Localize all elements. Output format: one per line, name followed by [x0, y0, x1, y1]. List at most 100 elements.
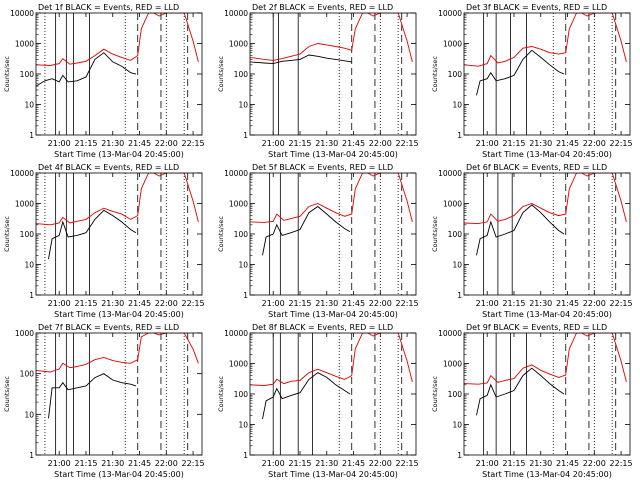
- y-axis-label: Counts/sec: [431, 376, 439, 412]
- series-events-line: [250, 54, 352, 65]
- plot-frame: [249, 12, 417, 136]
- y-tick-label: 10000: [10, 169, 34, 178]
- x-axis-label: Start Time (13-Mar-04 20:45:00): [54, 470, 184, 479]
- y-tick-label: 1: [457, 451, 462, 460]
- x-axis-label: Start Time (13-Mar-04 20:45:00): [268, 470, 398, 479]
- y-tick-label: 100: [20, 230, 35, 239]
- x-tick-label: 21:45: [128, 139, 151, 148]
- y-tick-label: 10000: [10, 9, 34, 18]
- y-tick-label: 1: [29, 131, 34, 140]
- x-tick-label: 21:45: [556, 459, 579, 468]
- plot-frame: [35, 12, 203, 136]
- plot-frame: [249, 172, 417, 296]
- y-tick-label: 1000: [15, 40, 34, 49]
- x-tick-label: 21:15: [74, 139, 97, 148]
- series-events-line: [476, 367, 565, 416]
- panel-title: Det 7f BLACK = Events, RED = LLD: [38, 323, 179, 332]
- x-axis-label: Start Time (13-Mar-04 20:45:00): [54, 310, 184, 319]
- x-tick-label: 22:00: [369, 459, 392, 468]
- series-events-line: [48, 209, 137, 260]
- panel-title: Det 5f BLACK = Events, RED = LLD: [252, 163, 393, 172]
- x-tick-label: 21:45: [342, 299, 365, 308]
- y-tick-label: 1000: [443, 200, 462, 209]
- y-tick-label: 10: [24, 101, 34, 110]
- y-tick-label: 1000: [229, 360, 248, 369]
- series-events-line: [48, 373, 137, 419]
- x-tick-label: 22:00: [155, 299, 178, 308]
- x-tick-label: 21:15: [502, 459, 525, 468]
- series-lld-line: [250, 173, 413, 223]
- x-tick-label: 22:00: [583, 299, 606, 308]
- y-axis-label: Counts/sec: [3, 376, 11, 412]
- y-tick-label: 10: [238, 101, 248, 110]
- plot-frame: [463, 332, 631, 456]
- x-axis-label: Start Time (13-Mar-04 20:45:00): [54, 150, 184, 159]
- panel-8: 21:00 21:15 21:30 21:45 22:00 22:15 1 10 100 1000…: [217, 323, 419, 479]
- series-lld-line: [36, 173, 199, 226]
- plot-frame: [463, 172, 631, 296]
- x-tick-label: 22:15: [610, 299, 633, 308]
- x-tick-label: 21:00: [262, 459, 285, 468]
- x-tick-label: 22:00: [155, 459, 178, 468]
- x-tick-label: 22:15: [182, 459, 205, 468]
- series-lld-line: [464, 13, 627, 67]
- y-tick-label: 100: [234, 70, 249, 79]
- series-events-line: [476, 49, 565, 96]
- x-tick-label: 21:15: [288, 459, 311, 468]
- y-tick-label: 10000: [438, 329, 462, 338]
- panel-title: Det 6f BLACK = Events, RED = LLD: [466, 163, 607, 172]
- series-events-line: [262, 205, 351, 256]
- x-tick-label: 22:15: [610, 139, 633, 148]
- x-tick-label: 21:45: [128, 299, 151, 308]
- x-axis-label: Start Time (13-Mar-04 20:45:00): [268, 150, 398, 159]
- y-tick-label: 1000: [443, 360, 462, 369]
- panel-title: Det 9f BLACK = Events, RED = LLD: [466, 323, 607, 332]
- panel-1: 21:00 21:15 21:30 21:45 22:00 22:15 1 10 100 1000…: [3, 3, 205, 159]
- series-lld-line: [36, 13, 199, 66]
- y-tick-label: 1: [29, 451, 34, 460]
- y-tick-label: 10000: [224, 169, 248, 178]
- x-tick-label: 22:00: [583, 139, 606, 148]
- panel-6: 21:00 21:15 21:30 21:45 22:00 22:15 1 10 100 1000…: [431, 163, 633, 319]
- x-axis-label: Start Time (13-Mar-04 20:45:00): [482, 310, 612, 319]
- x-tick-label: 21:00: [476, 139, 499, 148]
- x-tick-label: 21:30: [315, 459, 338, 468]
- x-tick-label: 21:00: [476, 459, 499, 468]
- y-tick-label: 10000: [438, 169, 462, 178]
- y-tick-label: 10: [452, 101, 462, 110]
- x-tick-label: 22:15: [610, 459, 633, 468]
- y-axis-label: Counts/sec: [431, 56, 439, 92]
- y-tick-label: 10000: [438, 9, 462, 18]
- x-tick-label: 21:45: [342, 139, 365, 148]
- y-tick-label: 1000: [229, 200, 248, 209]
- series-lld-line: [250, 13, 413, 63]
- y-tick-label: 10000: [224, 9, 248, 18]
- x-axis-label: Start Time (13-Mar-04 20:45:00): [482, 470, 612, 479]
- x-tick-label: 21:30: [529, 459, 552, 468]
- x-tick-label: 21:00: [48, 139, 71, 148]
- x-tick-label: 21:15: [502, 139, 525, 148]
- x-tick-label: 21:45: [128, 459, 151, 468]
- x-tick-label: 22:00: [369, 299, 392, 308]
- panel-title: Det 3f BLACK = Events, RED = LLD: [466, 3, 607, 12]
- x-tick-label: 22:15: [396, 299, 419, 308]
- panel-7: 21:00 21:15 21:30 21:45 22:00 22:15 1 10 100 1000…: [3, 323, 205, 479]
- series-lld-line: [464, 173, 627, 225]
- x-tick-label: 21:15: [288, 139, 311, 148]
- x-tick-label: 21:00: [476, 299, 499, 308]
- y-tick-label: 1: [243, 291, 248, 300]
- x-tick-label: 21:30: [101, 139, 124, 148]
- y-tick-label: 10: [24, 410, 34, 419]
- y-tick-label: 100: [234, 230, 249, 239]
- x-tick-label: 22:00: [583, 459, 606, 468]
- y-tick-label: 10: [24, 261, 34, 270]
- y-axis-label: Counts/sec: [217, 216, 225, 252]
- plot-frame: [35, 172, 203, 296]
- x-tick-label: 21:15: [502, 299, 525, 308]
- y-tick-label: 100: [448, 390, 463, 399]
- plot-frame: [35, 332, 203, 456]
- x-tick-label: 22:15: [182, 299, 205, 308]
- y-tick-label: 1000: [443, 40, 462, 49]
- y-tick-label: 10: [452, 261, 462, 270]
